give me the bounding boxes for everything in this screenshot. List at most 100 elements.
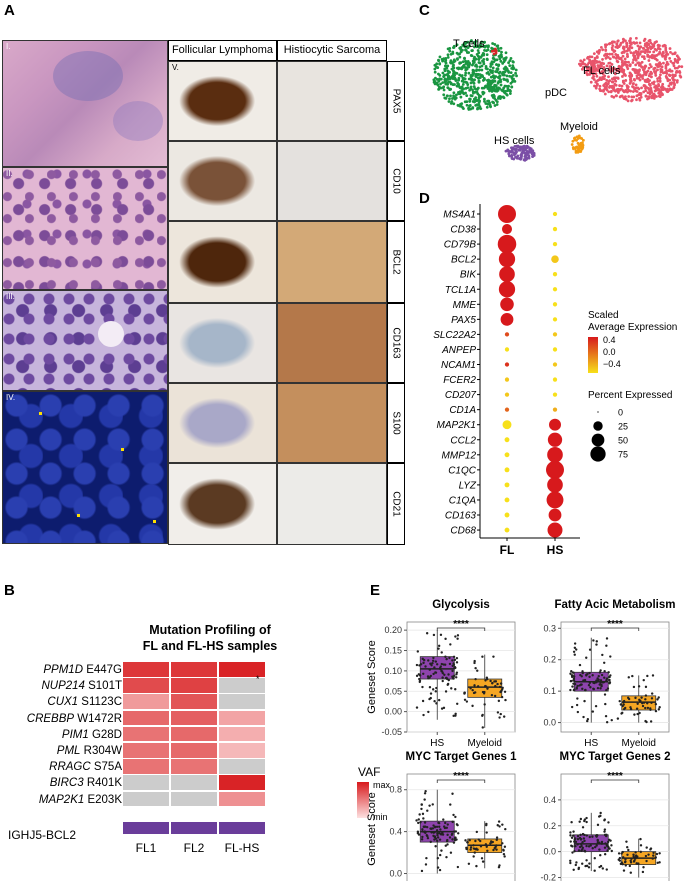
jitter-point	[586, 719, 589, 723]
umap-point	[493, 49, 496, 53]
dot-hs-ccl2	[547, 432, 563, 447]
jitter-point	[432, 672, 435, 676]
umap-point	[510, 156, 514, 159]
jitter-point	[618, 699, 621, 703]
jitter-point	[452, 655, 456, 658]
umap-point	[524, 158, 528, 161]
heatmap-cell	[219, 726, 265, 742]
umap-point	[614, 76, 618, 80]
stain-label-pax5: PAX5	[390, 88, 402, 114]
gene-label: MME	[453, 300, 477, 311]
header-histiocytic-sarcoma: Histiocytic Sarcoma	[277, 40, 387, 61]
umap-point	[517, 148, 521, 152]
umap-point	[653, 95, 656, 99]
umap-point	[623, 57, 627, 61]
jitter-point	[431, 688, 435, 691]
umap-point	[457, 78, 460, 82]
jitter-point	[603, 676, 606, 679]
umap-point	[604, 56, 608, 60]
y-axis-label-1: Geneset Score	[366, 792, 378, 865]
ihc-hs-pax5-image	[277, 61, 387, 141]
umap-point	[464, 86, 468, 90]
umap-point	[652, 80, 656, 84]
umap-point	[586, 73, 589, 77]
umap-point	[611, 55, 615, 59]
x-label-hs: HS	[547, 543, 564, 557]
jitter-point	[632, 853, 635, 856]
dot-fl-mmp12	[504, 452, 510, 458]
umap-point	[450, 100, 454, 103]
jitter-point	[572, 868, 575, 872]
gene-label: BIK	[460, 270, 477, 281]
jitter-point	[641, 704, 645, 708]
jitter-point	[596, 677, 599, 680]
amino-acid-change: S75A	[90, 761, 122, 774]
jitter-point	[500, 695, 504, 699]
umap-point	[606, 82, 610, 85]
dot-fl-lyz	[504, 482, 510, 488]
umap-point	[646, 86, 650, 90]
gene-label: TCL1A	[445, 285, 476, 296]
umap-point	[470, 54, 474, 58]
umap-point	[582, 58, 586, 62]
jitter-point	[575, 648, 578, 651]
umap-point	[666, 89, 670, 93]
umap-point	[602, 84, 606, 87]
dot-fl-ccl2	[504, 437, 510, 443]
jitter-point	[570, 670, 573, 673]
jitter-point	[421, 835, 424, 839]
dot-hs-cd207	[552, 392, 558, 397]
umap-point	[649, 41, 653, 45]
boxplot-title: Glycolysis	[432, 599, 490, 611]
jitter-point	[481, 726, 484, 729]
jitter-point	[476, 669, 479, 672]
jitter-point	[596, 839, 599, 842]
gene-label: CD207	[445, 390, 477, 401]
jitter-point	[585, 844, 588, 848]
umap-point	[494, 84, 498, 87]
umap-point	[664, 55, 668, 59]
umap-point	[508, 74, 511, 78]
umap-point	[626, 87, 630, 91]
jitter-point	[416, 650, 420, 653]
jitter-point	[581, 862, 584, 865]
umap-point	[474, 103, 478, 107]
jitter-point	[448, 656, 451, 660]
umap-point	[476, 49, 480, 52]
jitter-point	[646, 706, 650, 710]
umap-point	[678, 70, 681, 73]
jitter-point	[489, 679, 492, 683]
jitter-point	[446, 843, 449, 846]
significance-bracket	[590, 779, 640, 783]
umap-point	[467, 108, 471, 111]
umap-point	[664, 64, 668, 68]
mutation-label: CUX1 S1123C	[6, 694, 122, 710]
umap-point	[452, 91, 456, 95]
stain-label-box-s100: S100	[387, 383, 405, 463]
umap-point	[625, 45, 629, 48]
umap-point	[622, 38, 625, 42]
jitter-point	[436, 856, 440, 860]
jitter-point	[484, 679, 487, 682]
jitter-point	[419, 821, 422, 824]
mutation-title-line2: FL and FL-HS samples	[142, 639, 278, 653]
jitter-point	[429, 662, 432, 665]
umap-point	[480, 68, 484, 72]
umap-point	[658, 51, 662, 55]
jitter-point	[646, 674, 649, 678]
umap-point	[674, 71, 678, 74]
gene-label: CD1A	[449, 405, 476, 416]
jitter-point	[421, 657, 424, 661]
jitter-point	[433, 826, 437, 829]
umap-point	[476, 86, 480, 90]
jitter-point	[446, 833, 449, 837]
jitter-point	[621, 863, 624, 866]
jitter-point	[604, 714, 608, 718]
jitter-point	[591, 674, 594, 677]
umap-point	[468, 98, 472, 102]
umap-point	[664, 46, 668, 50]
jitter-point	[581, 826, 585, 829]
umap-point	[493, 97, 497, 100]
y-axis-label-0: Geneset Score	[366, 640, 378, 713]
umap-point	[477, 96, 481, 99]
